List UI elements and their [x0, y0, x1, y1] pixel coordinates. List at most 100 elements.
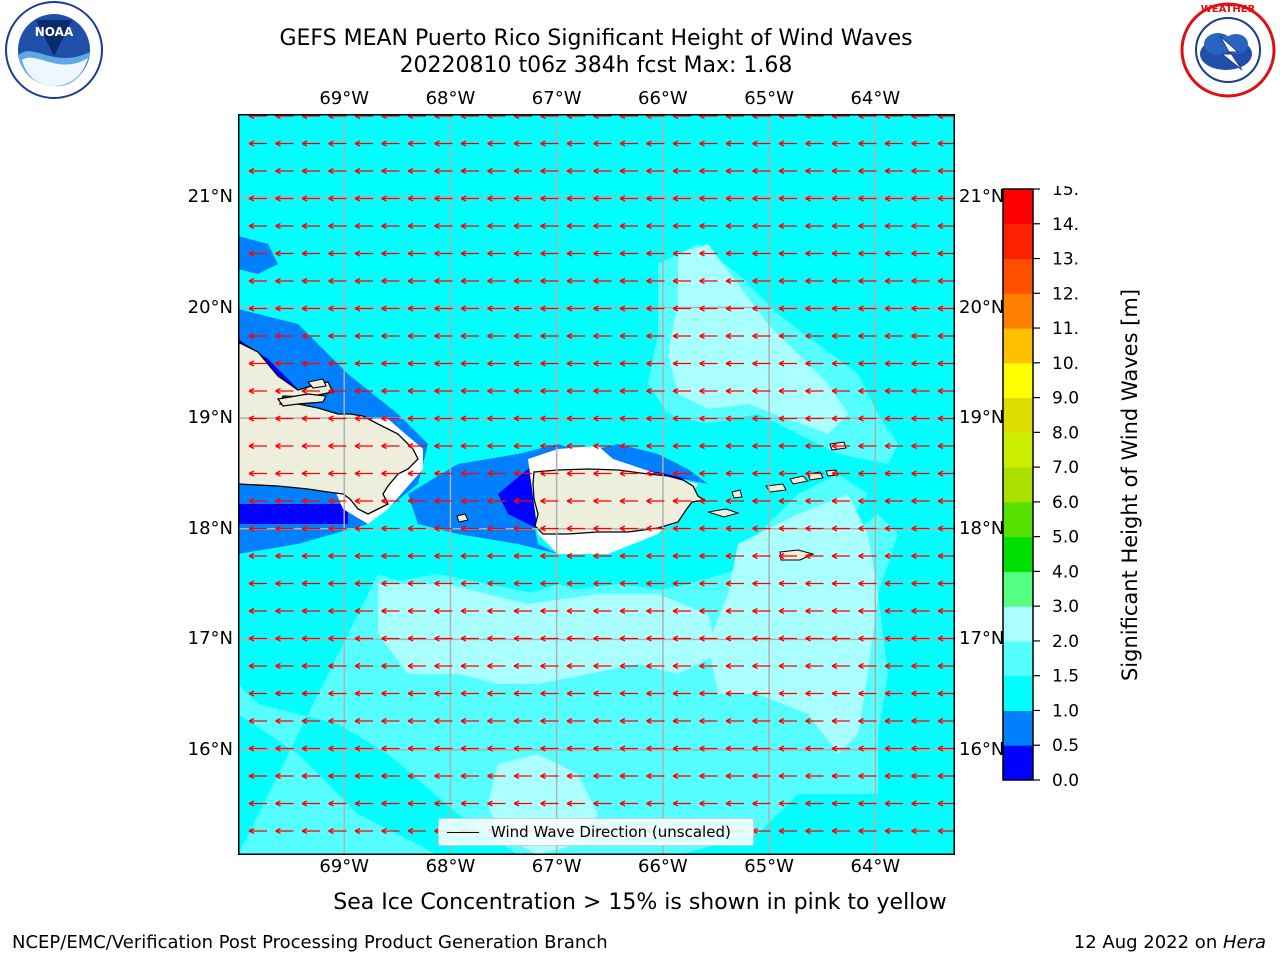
wave-direction-arrow	[566, 195, 585, 202]
wave-direction-arrow	[858, 772, 877, 780]
wave-direction-arrow	[937, 607, 955, 615]
wave-direction-arrow	[513, 250, 532, 257]
colorbar-cell	[1003, 467, 1033, 503]
sea-ice-note: Sea Ice Concentration > 15% is shown in …	[333, 890, 947, 915]
wave-direction-arrow	[699, 525, 718, 532]
wave-direction-arrow	[487, 250, 506, 257]
wave-direction-arrow	[672, 222, 691, 230]
wave-direction-arrow	[937, 195, 955, 202]
wave-direction-arrow	[725, 607, 744, 615]
wave-direction-arrow	[699, 332, 718, 340]
wave-direction-arrow	[831, 690, 850, 697]
wave-direction-arrow	[593, 580, 612, 587]
wave-direction-arrow	[858, 332, 877, 340]
wave-direction-arrow	[566, 305, 585, 312]
lon-label-bottom: 64°W	[850, 856, 901, 877]
wave-direction-arrow	[831, 360, 850, 367]
wave-direction-arrow	[672, 745, 691, 752]
wave-direction-arrow	[646, 580, 665, 587]
wave-direction-arrow	[301, 167, 320, 175]
wave-direction-arrow	[434, 800, 453, 807]
wave-direction-arrow	[460, 360, 479, 367]
wave-direction-arrow	[831, 222, 850, 230]
wave-direction-arrow	[725, 442, 744, 450]
wave-direction-arrow	[540, 772, 559, 780]
wave-direction-arrow	[778, 470, 797, 477]
wave-direction-arrow	[407, 167, 426, 175]
wave-direction-arrow	[858, 305, 877, 312]
wave-direction-arrow	[540, 360, 559, 367]
wave-direction-arrow	[725, 772, 744, 780]
colorbar-tick-label: 4.0	[1052, 562, 1079, 582]
wave-direction-arrow	[328, 442, 347, 450]
wave-direction-arrow	[593, 277, 612, 285]
wave-direction-arrow	[301, 305, 320, 312]
wave-direction-arrow	[513, 552, 532, 560]
wave-direction-arrow	[646, 250, 665, 257]
wave-direction-arrow	[752, 497, 771, 505]
wave-direction-arrow	[619, 222, 638, 230]
wave-direction-arrow	[540, 470, 559, 477]
wave-direction-arrow	[672, 360, 691, 367]
wave-direction-arrow	[301, 800, 320, 807]
wave-direction-arrow	[460, 167, 479, 175]
wave-direction-arrow	[778, 442, 797, 450]
wave-direction-arrow	[699, 772, 718, 780]
wave-direction-arrow	[752, 195, 771, 202]
wave-direction-arrow	[434, 250, 453, 257]
wave-direction-arrow	[646, 717, 665, 725]
colorbar-tick-label: 3.0	[1052, 597, 1079, 617]
wave-direction-arrow	[805, 470, 824, 477]
wave-direction-arrow	[646, 387, 665, 395]
wave-direction-arrow	[513, 690, 532, 697]
wave-direction-arrow	[672, 415, 691, 422]
lon-label-bottom: 69°W	[319, 856, 370, 877]
wave-direction-arrow	[858, 222, 877, 230]
wave-direction-arrow	[487, 635, 506, 642]
wave-direction-arrow	[884, 387, 903, 395]
wave-direction-arrow	[672, 442, 691, 450]
colorbar-cell	[1003, 606, 1033, 642]
wave-direction-arrow	[540, 525, 559, 532]
wave-direction-arrow	[911, 552, 930, 560]
wave-direction-arrow	[858, 717, 877, 725]
wave-direction-arrow	[911, 580, 930, 587]
wave-direction-arrow	[301, 525, 320, 532]
date-text: 12 Aug 2022 on	[1073, 932, 1223, 953]
wave-direction-arrow	[434, 470, 453, 477]
wave-direction-arrow	[884, 360, 903, 367]
wave-direction-arrow	[275, 442, 294, 450]
wave-direction-arrow	[513, 332, 532, 340]
wave-direction-arrow	[513, 442, 532, 450]
lon-label-top: 67°W	[531, 88, 582, 109]
wave-direction-arrow	[328, 250, 347, 257]
wave-direction-arrow	[248, 167, 267, 175]
land-st-john	[789, 475, 810, 485]
wave-direction-arrow	[381, 607, 400, 615]
wave-direction-arrow	[884, 635, 903, 642]
wave-direction-arrow	[460, 525, 479, 532]
wave-direction-arrow	[858, 277, 877, 285]
wave-direction-arrow	[301, 332, 320, 340]
wave-direction-arrow	[328, 772, 347, 780]
wave-direction-arrow	[301, 772, 320, 780]
noaa-logo: NOAA	[5, 1, 103, 99]
colorbar-tick-label: 7.0	[1052, 458, 1079, 478]
wave-direction-arrow	[831, 772, 850, 780]
wave-direction-arrow	[354, 167, 373, 175]
wave-direction-arrow	[354, 827, 373, 835]
wave-direction-arrow	[381, 250, 400, 257]
wave-direction-arrow	[831, 525, 850, 532]
wave-direction-arrow	[566, 277, 585, 285]
lon-label-bottom: 66°W	[638, 856, 688, 877]
wave-direction-arrow	[672, 332, 691, 340]
wave-direction-arrow	[540, 745, 559, 752]
wave-direction-arrow	[328, 305, 347, 312]
wave-direction-arrow	[884, 415, 903, 422]
wave-direction-arrow	[275, 745, 294, 752]
wave-direction-arrow	[487, 415, 506, 422]
wave-direction-arrow	[858, 415, 877, 422]
wave-direction-arrow	[752, 525, 771, 532]
wave-direction-arrow	[248, 360, 267, 367]
wave-direction-arrow	[911, 195, 930, 202]
